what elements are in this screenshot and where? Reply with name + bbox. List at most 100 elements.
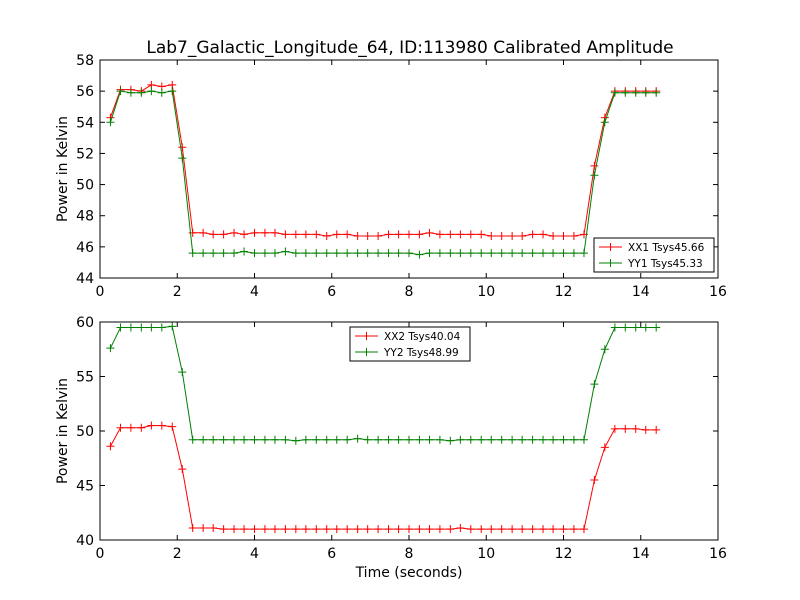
data-point <box>250 228 259 237</box>
data-point <box>384 435 393 444</box>
data-point <box>301 230 310 239</box>
data-point <box>312 435 321 444</box>
data-point <box>116 323 125 332</box>
data-point <box>539 435 548 444</box>
y-tick-label: 46 <box>76 240 94 256</box>
data-point <box>518 525 527 534</box>
data-point <box>590 380 599 389</box>
data-point <box>539 525 548 534</box>
data-point <box>477 435 486 444</box>
y-tick-label: 48 <box>76 209 94 225</box>
data-point <box>240 435 249 444</box>
data-point <box>631 424 640 433</box>
data-point <box>600 118 609 127</box>
data-point <box>549 525 558 534</box>
data-point <box>528 435 537 444</box>
x-axis-label: Time (seconds) <box>355 565 463 581</box>
x-tick-label: 10 <box>477 546 495 562</box>
x-tick-label: 14 <box>632 546 650 562</box>
y-tick-label: 50 <box>76 424 94 440</box>
data-point <box>374 249 383 258</box>
x-tick-label: 4 <box>250 546 259 562</box>
data-point <box>384 249 393 258</box>
data-point <box>219 525 228 534</box>
data-point <box>477 230 486 239</box>
data-point <box>435 525 444 534</box>
data-point <box>126 88 135 97</box>
data-point <box>466 435 475 444</box>
data-point <box>188 249 197 258</box>
data-point <box>147 323 156 332</box>
legend-label: YY2 Tsys48.99 <box>383 347 459 359</box>
data-point <box>332 249 341 258</box>
data-point <box>219 249 228 258</box>
data-point <box>270 228 279 237</box>
series-line-0-0 <box>109 84 657 237</box>
data-point <box>610 88 619 97</box>
data-point <box>600 345 609 354</box>
bottom-plot: 0 2 4 6 8 10 12 14 16 40 45 50 55 60 Power in Kelvin Ti… <box>55 315 727 581</box>
data-point <box>240 247 249 256</box>
y-axis-label: Power in Kelvin <box>55 378 71 484</box>
y-tick-label: 40 <box>76 533 94 549</box>
data-point <box>209 249 218 258</box>
data-point <box>394 230 403 239</box>
data-point <box>209 230 218 239</box>
legend-marker <box>606 243 615 251</box>
data-point <box>539 249 548 258</box>
data-point <box>260 228 269 237</box>
data-point <box>374 525 383 534</box>
data-point <box>456 230 465 239</box>
data-point <box>610 323 619 332</box>
data-point <box>168 322 177 331</box>
data-point <box>250 435 259 444</box>
data-point <box>641 323 650 332</box>
data-point <box>178 143 187 152</box>
chart-title: Lab7_Galactic_Longitude_64, ID:113980 Ca… <box>146 38 673 58</box>
data-point <box>188 435 197 444</box>
x-tick-label: 16 <box>709 546 727 562</box>
data-point <box>528 249 537 258</box>
data-point <box>363 435 372 444</box>
legend-label: XX1 Tsys45.66 <box>628 242 705 254</box>
data-point <box>487 231 496 240</box>
data-point <box>291 436 300 445</box>
y-tick-label: 55 <box>76 370 94 386</box>
y-tick-label: 44 <box>76 271 94 287</box>
data-point <box>312 525 321 534</box>
data-point <box>363 525 372 534</box>
data-point <box>549 435 558 444</box>
legend-box <box>593 237 715 273</box>
data-point <box>106 442 115 451</box>
data-point <box>301 249 310 258</box>
data-point <box>415 230 424 239</box>
data-point <box>312 249 321 258</box>
data-point <box>374 435 383 444</box>
data-point <box>590 161 599 170</box>
data-point <box>178 368 187 377</box>
data-point <box>240 230 249 239</box>
data-point <box>137 323 146 332</box>
data-point <box>549 249 558 258</box>
data-point <box>178 465 187 474</box>
data-point <box>425 435 434 444</box>
y-tick-label: 56 <box>76 84 94 100</box>
data-point <box>446 436 455 445</box>
data-point <box>405 435 413 444</box>
data-point <box>508 249 517 258</box>
data-point <box>374 231 383 240</box>
data-point <box>487 525 496 534</box>
legend-label: YY1 Tsys45.33 <box>627 258 703 270</box>
data-point <box>415 435 424 444</box>
data-point <box>518 231 527 240</box>
data-point <box>394 249 403 258</box>
data-point <box>621 88 630 97</box>
data-point <box>425 525 434 534</box>
legend-marker <box>362 348 371 356</box>
data-point <box>497 231 506 240</box>
data-point <box>260 525 269 534</box>
data-point <box>579 435 588 444</box>
data-point <box>631 323 640 332</box>
x-tick-label: 0 <box>96 284 105 300</box>
